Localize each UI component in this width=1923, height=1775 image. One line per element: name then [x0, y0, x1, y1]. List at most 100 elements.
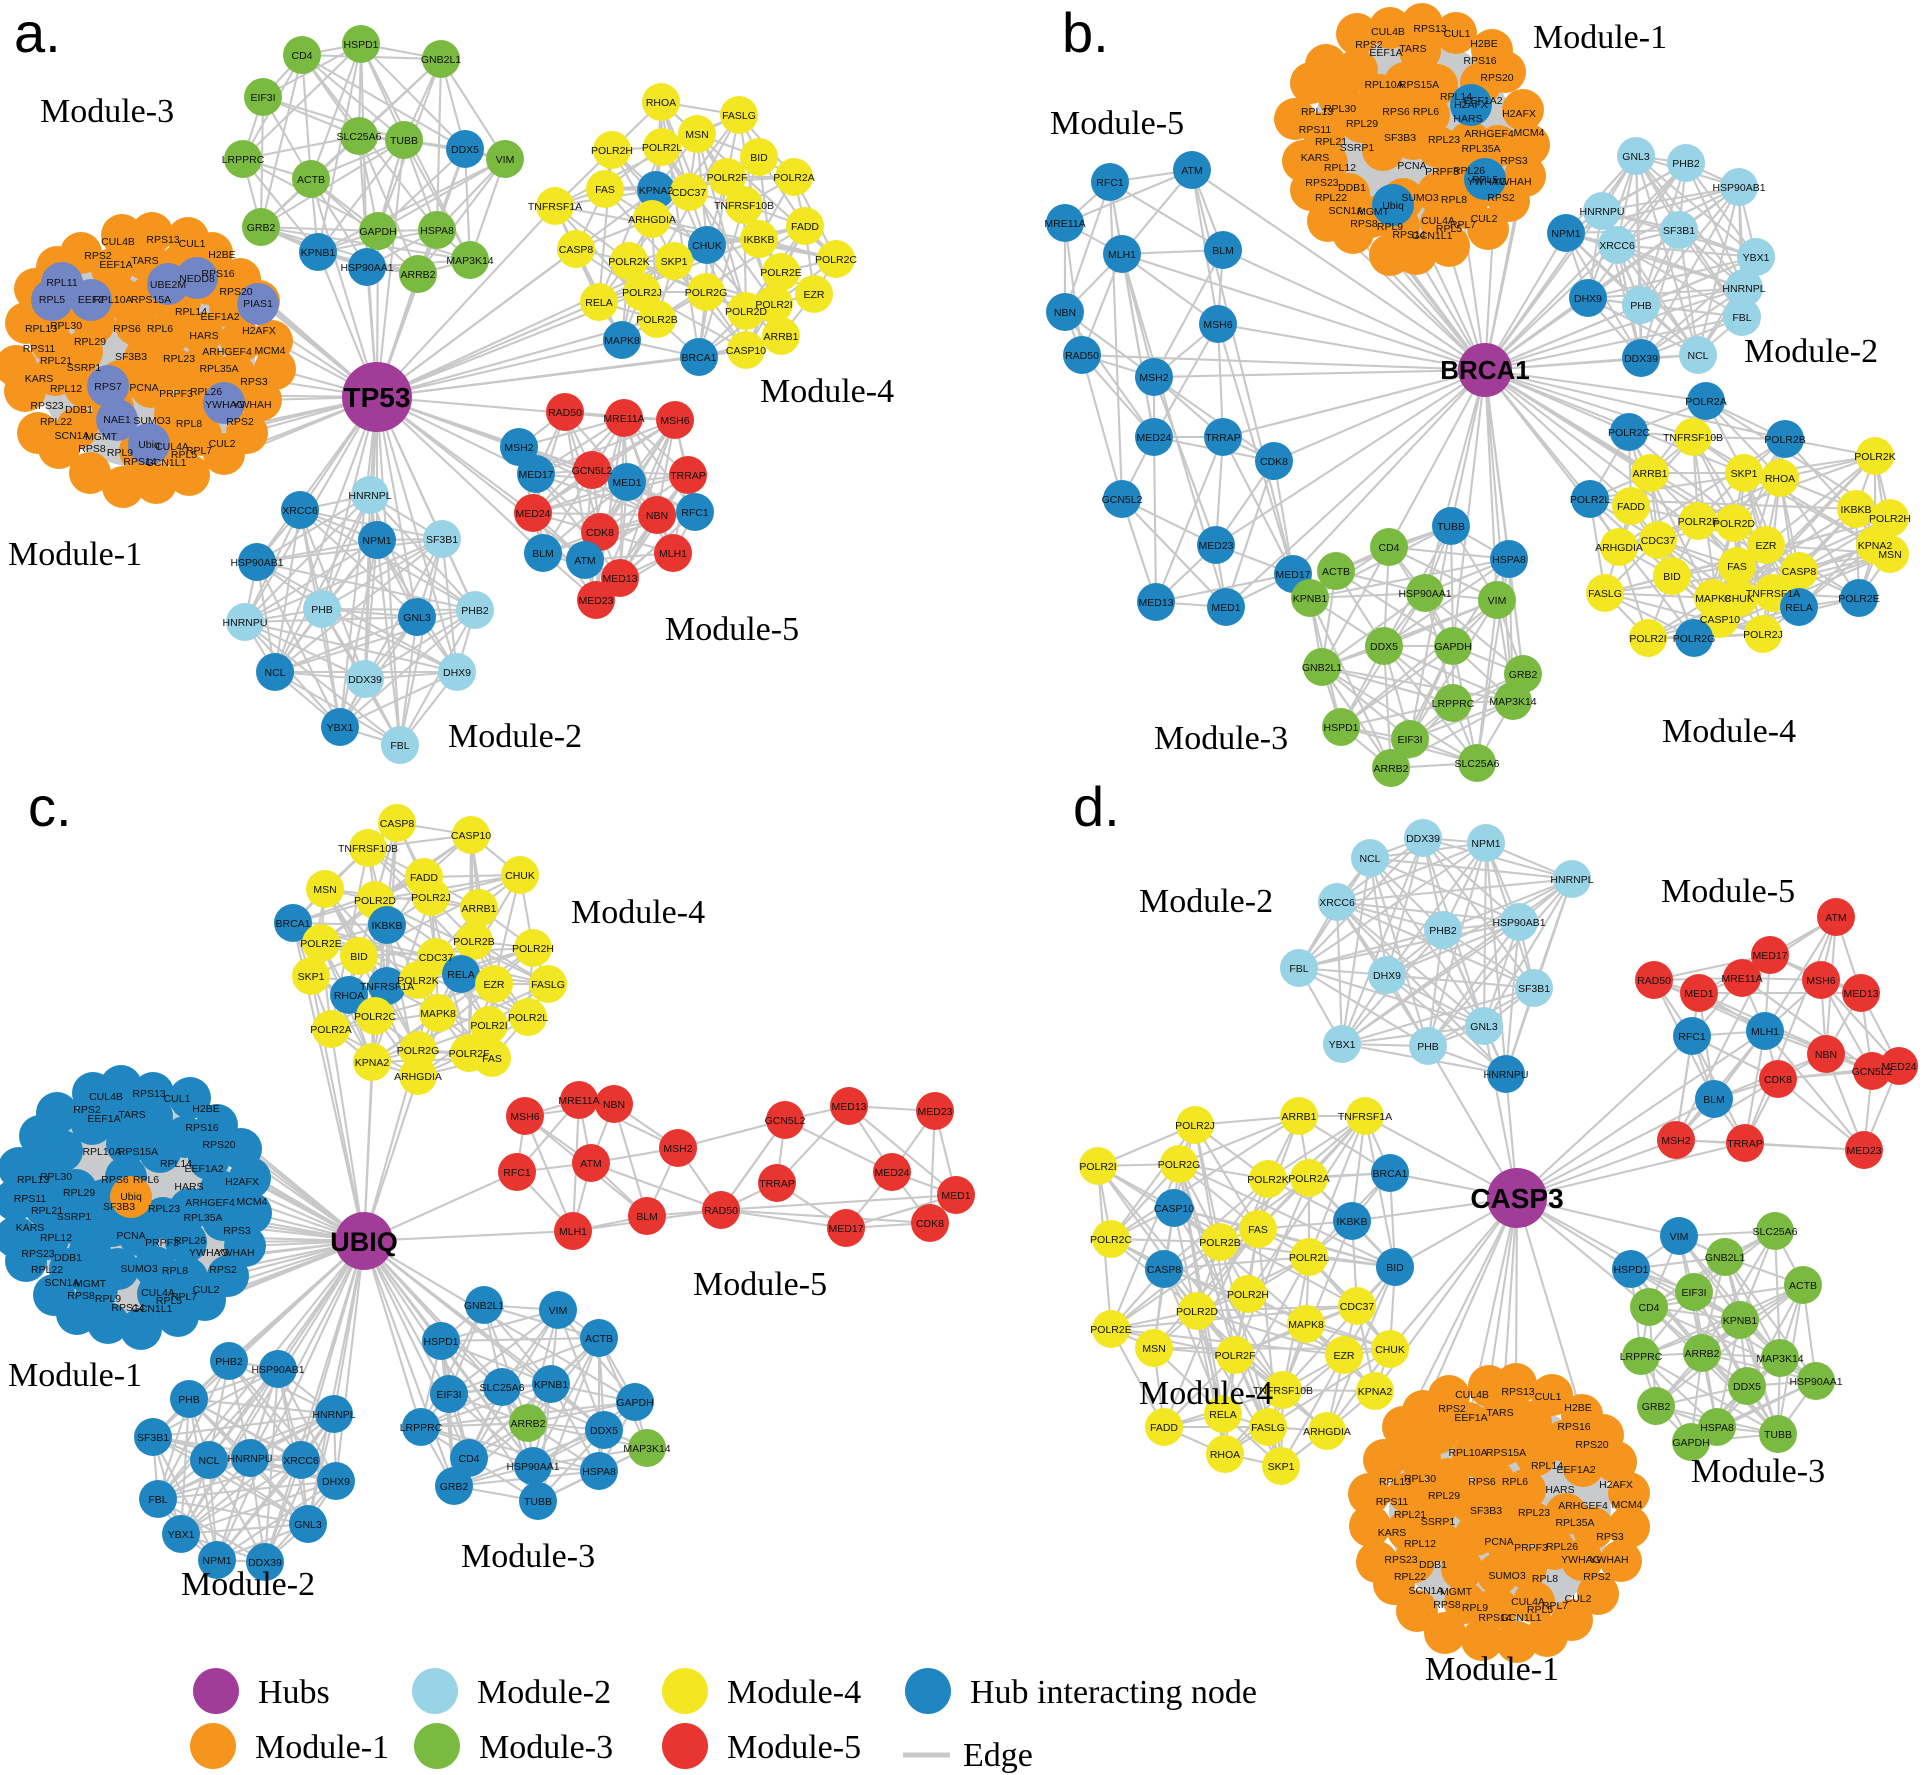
svg-text:KARS: KARS — [16, 1222, 45, 1234]
svg-text:MED1: MED1 — [612, 477, 641, 489]
svg-text:HSP90AA1: HSP90AA1 — [1398, 588, 1451, 600]
svg-text:RPS20: RPS20 — [1575, 1439, 1608, 1451]
svg-text:RPS8: RPS8 — [1433, 1599, 1461, 1611]
svg-text:VIM: VIM — [1670, 1231, 1689, 1243]
svg-text:RPS3: RPS3 — [1500, 155, 1528, 167]
svg-text:RPL9: RPL9 — [1462, 1602, 1488, 1614]
svg-text:HSPD1: HSPD1 — [343, 39, 378, 51]
svg-text:Module-5: Module-5 — [693, 1266, 827, 1303]
svg-text:LRPPRC: LRPPRC — [222, 154, 265, 166]
svg-text:RPS7: RPS7 — [94, 381, 122, 393]
svg-text:PHB2: PHB2 — [215, 1356, 243, 1368]
svg-text:TRRAP: TRRAP — [670, 470, 706, 482]
svg-text:KPNB1: KPNB1 — [301, 247, 336, 259]
svg-text:CUL1: CUL1 — [1444, 28, 1471, 40]
svg-text:RPS16: RPS16 — [201, 268, 234, 280]
svg-text:HARS: HARS — [174, 1181, 203, 1193]
svg-text:MRE11A: MRE11A — [558, 1095, 599, 1107]
svg-text:GAPDH: GAPDH — [359, 226, 396, 238]
svg-text:CASP10: CASP10 — [1154, 1203, 1194, 1215]
svg-text:TUBB: TUBB — [390, 135, 418, 147]
svg-text:HSPD1: HSPD1 — [1613, 1264, 1648, 1276]
svg-text:Hubs: Hubs — [258, 1674, 330, 1711]
svg-text:TP53: TP53 — [344, 382, 411, 413]
svg-text:NAE1: NAE1 — [103, 414, 131, 426]
svg-text:KARS: KARS — [25, 373, 54, 385]
svg-text:FBL: FBL — [1732, 312, 1751, 324]
svg-text:RPS23: RPS23 — [21, 1248, 54, 1260]
svg-text:RPS3: RPS3 — [223, 1225, 251, 1237]
svg-text:POLR2G: POLR2G — [397, 1045, 440, 1057]
svg-text:RPL22: RPL22 — [40, 416, 72, 428]
svg-text:ARRB1: ARRB1 — [1281, 1111, 1316, 1123]
svg-text:RPS23: RPS23 — [1305, 177, 1338, 189]
svg-text:YBX1: YBX1 — [327, 722, 354, 734]
svg-text:CUL2: CUL2 — [1471, 213, 1498, 225]
svg-text:YWHAH: YWHAH — [215, 1247, 254, 1259]
svg-text:H2AFX: H2AFX — [1454, 99, 1488, 111]
svg-text:Module-2: Module-2 — [477, 1674, 611, 1711]
svg-text:Ubiq: Ubiq — [1382, 200, 1404, 212]
svg-text:CUL4A: CUL4A — [155, 441, 189, 453]
svg-text:KPNB1: KPNB1 — [534, 1379, 569, 1391]
svg-text:PHB: PHB — [311, 604, 333, 616]
svg-text:TNFRSF10B: TNFRSF10B — [1663, 432, 1723, 444]
svg-text:Module-5: Module-5 — [1661, 873, 1795, 910]
svg-text:IKBKB: IKBKB — [1337, 1216, 1368, 1228]
svg-text:POLR2B: POLR2B — [636, 314, 677, 326]
svg-text:SCN1A: SCN1A — [1328, 205, 1363, 217]
svg-text:DDX5: DDX5 — [1370, 641, 1398, 653]
svg-text:DDB1: DDB1 — [1419, 1559, 1447, 1571]
svg-text:CASP10: CASP10 — [726, 345, 766, 357]
svg-text:CHUK: CHUK — [692, 240, 722, 252]
svg-text:LRPPRC: LRPPRC — [1432, 698, 1475, 710]
svg-text:PCNA: PCNA — [1397, 160, 1426, 172]
svg-text:MED17: MED17 — [518, 469, 553, 481]
svg-text:SSRP1: SSRP1 — [57, 1211, 92, 1223]
svg-text:RPS2: RPS2 — [1487, 192, 1515, 204]
svg-text:CDC37: CDC37 — [1340, 1301, 1375, 1313]
svg-text:Module-3: Module-3 — [1691, 1453, 1825, 1490]
svg-text:HNRNPU: HNRNPU — [223, 617, 268, 629]
svg-text:POLR2E: POLR2E — [300, 938, 341, 950]
svg-text:CUL4A: CUL4A — [1511, 1596, 1545, 1608]
svg-text:CASP10: CASP10 — [1700, 614, 1740, 626]
svg-text:POLR2J: POLR2J — [411, 892, 451, 904]
svg-text:RPS13: RPS13 — [1413, 23, 1446, 35]
svg-text:RELA: RELA — [1209, 1409, 1236, 1421]
svg-text:RELA: RELA — [585, 297, 612, 309]
svg-text:POLR2A: POLR2A — [1685, 396, 1726, 408]
svg-text:XRCC6: XRCC6 — [282, 505, 318, 517]
svg-text:TRRAP: TRRAP — [1205, 432, 1241, 444]
svg-text:RPS15A: RPS15A — [1486, 1447, 1526, 1459]
svg-text:RAD50: RAD50 — [704, 1205, 738, 1217]
svg-text:RPS3: RPS3 — [240, 376, 268, 388]
svg-text:SUMO3: SUMO3 — [120, 1263, 158, 1275]
svg-text:SF3B3: SF3B3 — [103, 1201, 135, 1213]
svg-text:CUL4A: CUL4A — [141, 1287, 175, 1299]
svg-text:POLR2H: POLR2H — [512, 943, 554, 955]
svg-text:POLR2A: POLR2A — [773, 172, 814, 184]
svg-text:MRE11A: MRE11A — [1721, 973, 1762, 985]
svg-text:HSPD1: HSPD1 — [423, 1336, 458, 1348]
svg-text:POLR2H: POLR2H — [1227, 1289, 1269, 1301]
svg-text:FBL: FBL — [1289, 963, 1308, 975]
svg-text:VIM: VIM — [549, 1305, 568, 1317]
svg-text:POLR2A: POLR2A — [1288, 1173, 1329, 1185]
svg-text:YWHAG: YWHAG — [1561, 1554, 1601, 1566]
svg-text:H2AFX: H2AFX — [1599, 1479, 1633, 1491]
svg-text:RPL12: RPL12 — [1404, 1538, 1436, 1550]
svg-text:YWHAG: YWHAG — [1467, 176, 1507, 188]
svg-text:DDB1: DDB1 — [54, 1252, 82, 1264]
svg-text:EEF1A2: EEF1A2 — [1556, 1464, 1595, 1476]
svg-text:RAD50: RAD50 — [1637, 975, 1671, 987]
svg-text:EEF1A: EEF1A — [1369, 47, 1402, 59]
svg-text:SF3B3: SF3B3 — [1470, 1505, 1502, 1517]
svg-text:H2AFX: H2AFX — [225, 1176, 259, 1188]
svg-text:HSP90AA1: HSP90AA1 — [1789, 1376, 1842, 1388]
svg-text:RPL30: RPL30 — [1404, 1473, 1436, 1485]
svg-text:RPL23: RPL23 — [148, 1203, 180, 1215]
svg-text:YBX1: YBX1 — [168, 1529, 195, 1541]
svg-text:SKP1: SKP1 — [1731, 468, 1758, 480]
svg-text:NBN: NBN — [603, 1099, 625, 1111]
